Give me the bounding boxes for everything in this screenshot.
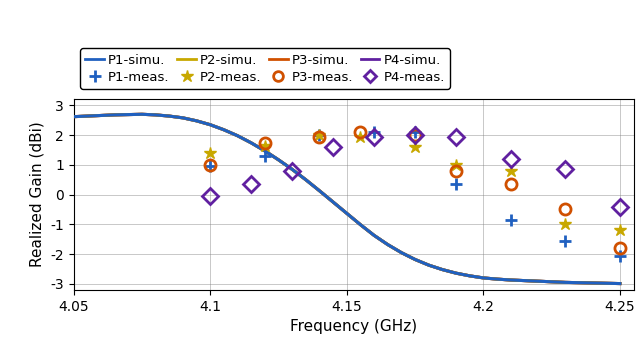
Legend: P1-simu., P1-meas., P2-simu., P2-meas., P3-simu., P3-meas., P4-simu., P4-meas.: P1-simu., P1-meas., P2-simu., P2-meas., … (80, 49, 450, 89)
Y-axis label: Realized Gain (dBi): Realized Gain (dBi) (29, 122, 45, 268)
X-axis label: Frequency (GHz): Frequency (GHz) (290, 319, 417, 334)
